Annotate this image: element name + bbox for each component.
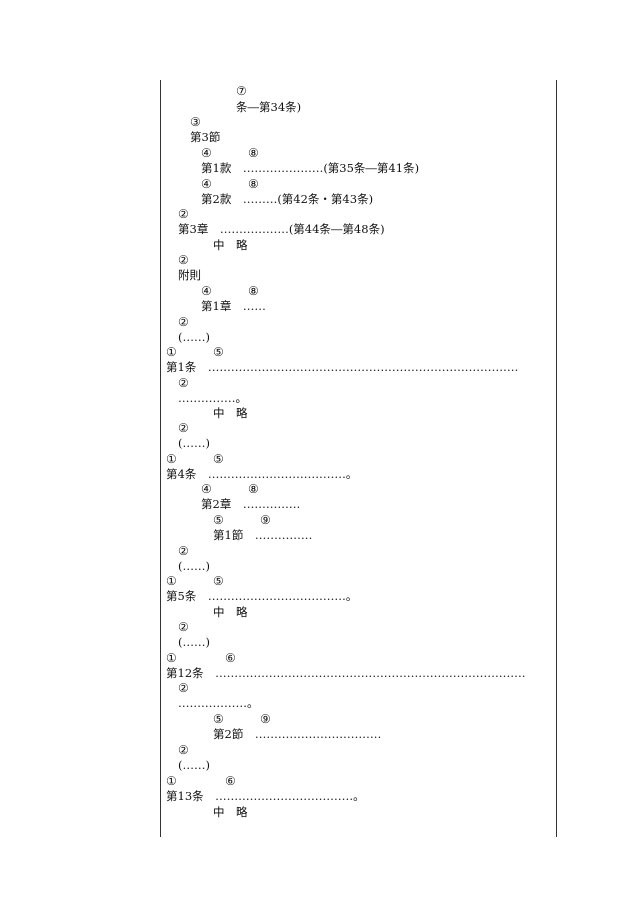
circled-marker: ① [166, 452, 177, 466]
circled-marker: ⑥ [225, 774, 236, 788]
circled-marker: ⑤ [213, 345, 224, 359]
circled-marker: ② [178, 253, 189, 267]
circled-marker: ⑤ [213, 452, 224, 466]
toc-line: 第2章 …………… [201, 497, 301, 511]
toc-line: 第1款 …………………(第35条―第41条) [201, 161, 420, 175]
toc-line: 条―第34条) [236, 100, 302, 114]
omission-note: 中 略 [213, 605, 248, 619]
circled-marker: ④ [201, 146, 212, 160]
circled-marker: ⑨ [260, 513, 271, 527]
article-line: 第5条 ………………………………。 [166, 589, 358, 603]
article-line: 第4条 ………………………………。 [166, 467, 358, 481]
article-line: 第13条 ………………………………。 [166, 789, 365, 803]
article-line: 第1条 ……………………………………………………………………… [166, 360, 519, 374]
omission-note: 中 略 [213, 406, 248, 420]
circled-marker: ⑤ [213, 574, 224, 588]
circled-marker: ① [166, 774, 177, 788]
circled-marker: ① [166, 574, 177, 588]
circled-marker: ② [178, 681, 189, 695]
circled-marker: ② [178, 376, 189, 390]
article-caption: (……) [178, 436, 210, 450]
toc-line: 第3章 ………………(第44条―第48条) [178, 222, 385, 236]
circled-marker: ⑥ [225, 651, 236, 665]
left-border-rule [160, 80, 161, 837]
toc-line: 第2款 ………(第42条・第43条) [201, 192, 374, 206]
article-caption: (……) [178, 758, 210, 772]
article-line: ………………。 [178, 696, 259, 710]
omission-note: 中 略 [213, 805, 248, 819]
article-caption: (……) [178, 559, 210, 573]
circled-marker: ⑤ [213, 513, 224, 527]
circled-marker: ① [166, 651, 177, 665]
circled-marker: ② [178, 315, 189, 329]
circled-marker: ④ [201, 482, 212, 496]
circled-marker: ② [178, 544, 189, 558]
circled-marker: ⑦ [236, 84, 247, 98]
circled-marker: ② [178, 743, 189, 757]
section-heading: 附則 [178, 268, 201, 282]
circled-marker: ⑧ [248, 177, 259, 191]
section-heading: 第3節 [190, 130, 221, 144]
article-caption: (……) [178, 635, 210, 649]
circled-marker: ⑧ [248, 146, 259, 160]
toc-line: 第2節 …………………………… [213, 727, 382, 741]
circled-marker: ⑨ [260, 712, 271, 726]
circled-marker: ① [166, 345, 177, 359]
right-border-rule [556, 80, 557, 837]
article-caption: (……) [178, 330, 210, 344]
circled-marker: ② [178, 421, 189, 435]
circled-marker: ⑧ [248, 284, 259, 298]
circled-marker: ② [178, 207, 189, 221]
circled-marker: ⑤ [213, 712, 224, 726]
circled-marker: ④ [201, 177, 212, 191]
circled-marker: ③ [190, 115, 201, 129]
toc-line: 第1章 …… [201, 299, 266, 313]
omission-note: 中 略 [213, 238, 248, 252]
circled-marker: ⑧ [248, 482, 259, 496]
circled-marker: ② [178, 620, 189, 634]
article-line: ……………。 [178, 391, 247, 405]
article-line: 第12条 ……………………………………………………………………… [166, 666, 526, 680]
toc-line: 第1節 …………… [213, 528, 313, 542]
circled-marker: ④ [201, 284, 212, 298]
